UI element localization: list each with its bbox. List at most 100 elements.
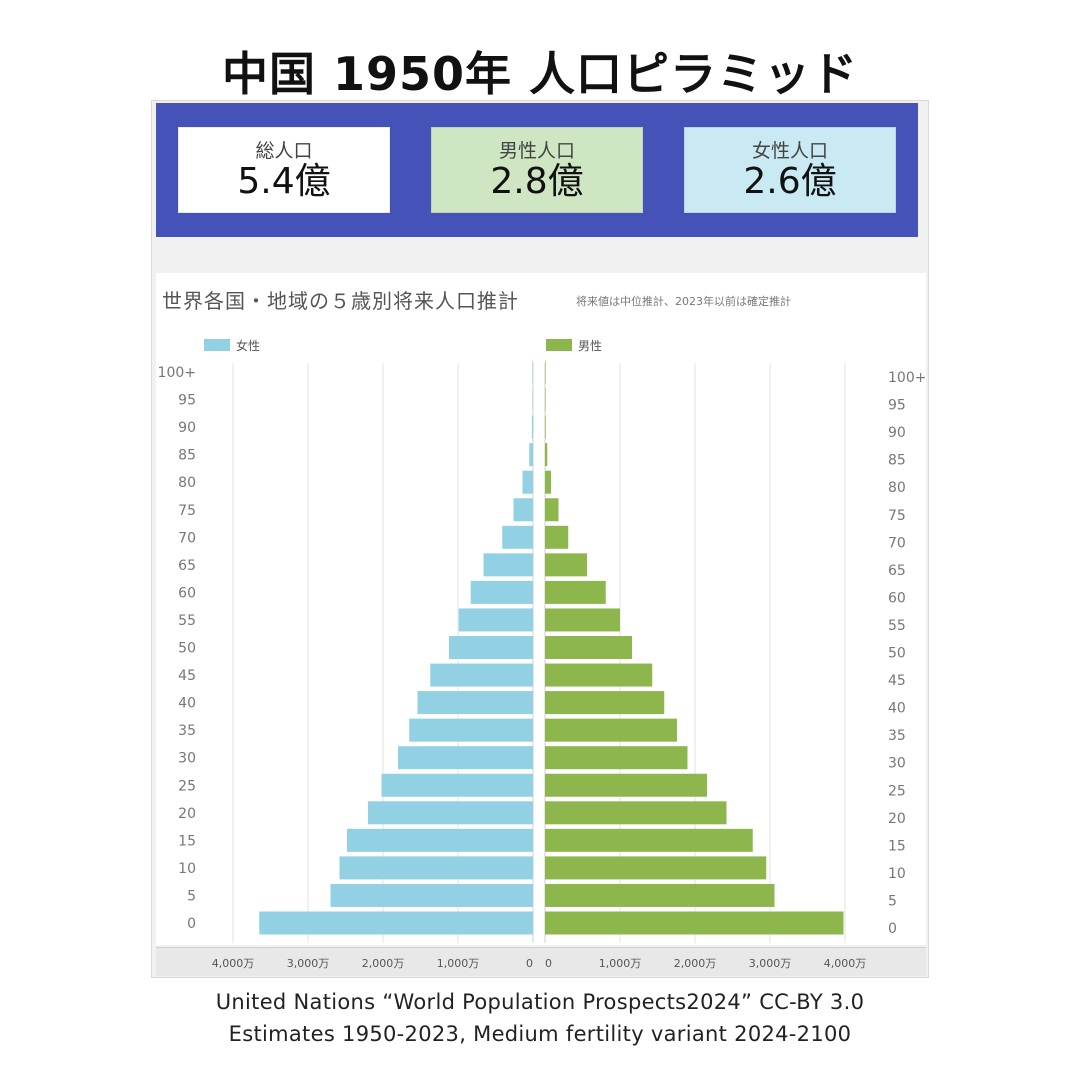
bar-male-age-10 (545, 856, 767, 880)
bar-female-age-15 (347, 828, 533, 852)
bar-female-age-20 (368, 801, 533, 825)
y-tick-right: 45 (888, 673, 906, 689)
y-tick-right: 40 (888, 701, 906, 717)
bar-male-age-70 (545, 525, 569, 549)
legend-swatch-male (546, 339, 572, 351)
bar-female-age-30 (398, 746, 533, 770)
y-tick-right: 80 (888, 480, 906, 496)
bar-female-age-95 (532, 388, 533, 412)
bar-male-age-85 (545, 443, 548, 467)
stats-bar: 総人口 5.4億 男性人口 2.8億 女性人口 2.6億 (156, 103, 918, 237)
y-tick-left: 40 (178, 696, 196, 712)
x-tick-right: 3,000万 (749, 957, 792, 970)
bar-female-age-55 (458, 608, 533, 632)
bar-male-age-75 (545, 498, 559, 522)
y-tick-left: 5 (187, 888, 196, 904)
y-tick-left: 50 (178, 641, 196, 657)
y-tick-right: 95 (888, 398, 906, 414)
y-tick-right: 30 (888, 756, 906, 772)
y-tick-right: 10 (888, 866, 906, 882)
y-tick-left: 55 (178, 613, 196, 629)
female-population-card: 女性人口 2.6億 (684, 127, 896, 213)
source-credit: United Nations “World Population Prospec… (215, 990, 865, 1014)
bar-male-age-65 (545, 553, 587, 577)
y-tick-right: 85 (888, 453, 906, 469)
legend-label-male: 男性 (578, 339, 603, 353)
y-tick-left: 75 (178, 503, 196, 519)
y-tick-right: 35 (888, 728, 906, 744)
chart-panel: 総人口 5.4億 男性人口 2.8億 女性人口 2.6億 世界各国・地域の５歳別… (151, 100, 929, 978)
bar-female-age-75 (513, 498, 533, 522)
y-tick-left: 20 (178, 806, 196, 822)
bar-male-age-55 (545, 608, 620, 632)
chart-title: 世界各国・地域の５歳別将来人口推計 (162, 289, 519, 313)
y-tick-right: 55 (888, 618, 906, 634)
y-tick-right: 25 (888, 783, 906, 799)
y-tick-left: 100+ (158, 365, 196, 381)
male-population-label: 男性人口 (498, 140, 575, 162)
female-population-label: 女性人口 (751, 140, 828, 162)
x-tick-right: 2,000万 (674, 957, 717, 970)
bar-male-age-35 (545, 718, 677, 742)
bar-female-age-90 (531, 415, 533, 439)
x-axis-strip (156, 947, 926, 976)
bar-male-age-90 (545, 415, 546, 439)
source-note: Estimates 1950-2023, Medium fertility va… (228, 1022, 852, 1046)
y-tick-left: 0 (187, 916, 196, 932)
y-tick-right: 15 (888, 838, 906, 854)
bar-female-age-5 (330, 883, 533, 907)
male-population-card: 男性人口 2.8億 (431, 127, 643, 213)
y-tick-right: 20 (888, 811, 906, 827)
bar-female-age-35 (409, 718, 533, 742)
bar-female-age-70 (502, 525, 533, 549)
y-tick-left: 45 (178, 668, 196, 684)
y-tick-right: 65 (888, 563, 906, 579)
bar-male-age-45 (545, 663, 653, 687)
bar-male-age-60 (545, 580, 606, 604)
x-tick-right: 0 (545, 957, 552, 970)
y-tick-left: 80 (178, 475, 196, 491)
y-tick-right: 90 (888, 425, 906, 441)
y-tick-right: 70 (888, 535, 906, 551)
bar-male-age-5 (545, 883, 775, 907)
y-tick-left: 15 (178, 833, 196, 849)
bar-female-age-25 (381, 773, 533, 797)
bar-female-age-45 (430, 663, 533, 687)
bar-female-age-80 (522, 470, 533, 494)
bar-male-age-15 (545, 828, 753, 852)
bar-female-age-10 (339, 856, 533, 880)
y-tick-right: 60 (888, 590, 906, 606)
bar-female-age-40 (417, 691, 533, 715)
legend-label-female: 女性 (236, 339, 261, 353)
bar-female-age-85 (529, 443, 533, 467)
x-tick-left: 4,000万 (212, 957, 255, 970)
x-tick-left: 2,000万 (362, 957, 405, 970)
bar-male-age-95 (545, 388, 546, 412)
y-tick-right: 100+ (888, 370, 926, 386)
x-tick-right: 1,000万 (599, 957, 642, 970)
male-population-value: 2.8億 (490, 161, 584, 202)
legend-swatch-female (204, 339, 230, 351)
y-tick-left: 30 (178, 751, 196, 767)
y-tick-right: 5 (888, 893, 897, 909)
y-tick-left: 90 (178, 420, 196, 436)
bar-female-age-100+ (532, 360, 533, 384)
bar-female-age-50 (449, 636, 533, 659)
page-title: 中国 1950年 人口ピラミッド (221, 47, 859, 101)
chart-subtitle: 将来値は中位推計、2023年以前は確定推計 (576, 295, 791, 308)
x-tick-left: 1,000万 (437, 957, 480, 970)
y-tick-right: 75 (888, 508, 906, 524)
y-tick-right: 50 (888, 646, 906, 662)
bar-female-age-0 (259, 911, 533, 935)
total-population-value: 5.4億 (237, 161, 331, 202)
y-tick-left: 65 (178, 558, 196, 574)
female-population-value: 2.6億 (743, 161, 837, 202)
chart-card: 世界各国・地域の５歳別将来人口推計 将来値は中位推計、2023年以前は確定推計 … (156, 273, 926, 945)
bar-female-age-60 (470, 580, 533, 604)
bar-female-age-65 (483, 553, 533, 577)
x-tick-left: 3,000万 (287, 957, 330, 970)
bar-male-age-30 (545, 746, 688, 770)
bar-male-age-80 (545, 470, 551, 494)
bar-male-age-40 (545, 691, 665, 715)
population-pyramid-chart: 100+ 100+ 95 95 90 90 85 85 80 80 75 75 70 70 65 65 60 60… (158, 360, 926, 970)
